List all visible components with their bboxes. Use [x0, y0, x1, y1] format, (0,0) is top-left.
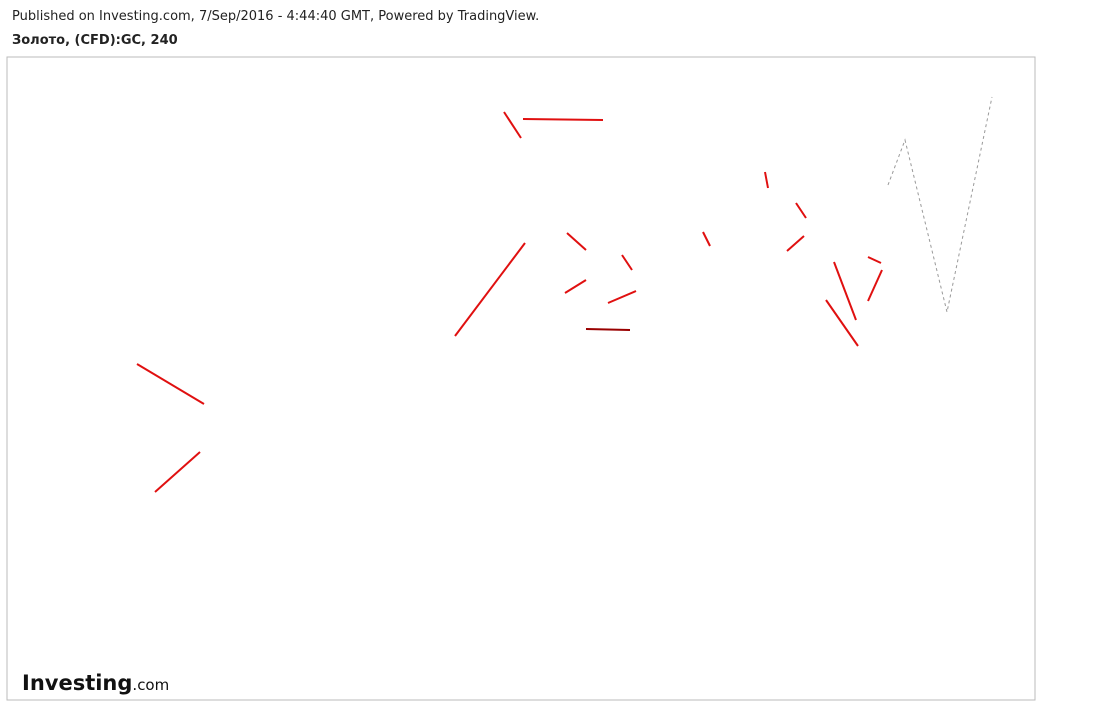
logo: Investing.com [22, 671, 169, 695]
plot-frame [6, 56, 1036, 701]
symbol-title: Золото, (CFD):GC, 240 [12, 33, 178, 48]
projection-path [887, 96, 993, 313]
trend-lines [136, 111, 883, 493]
published-note: Published on Investing.com, 7/Sep/2016 -… [12, 9, 540, 24]
logo-suffix: .com [132, 676, 169, 694]
logo-brand: Investing [22, 671, 132, 695]
